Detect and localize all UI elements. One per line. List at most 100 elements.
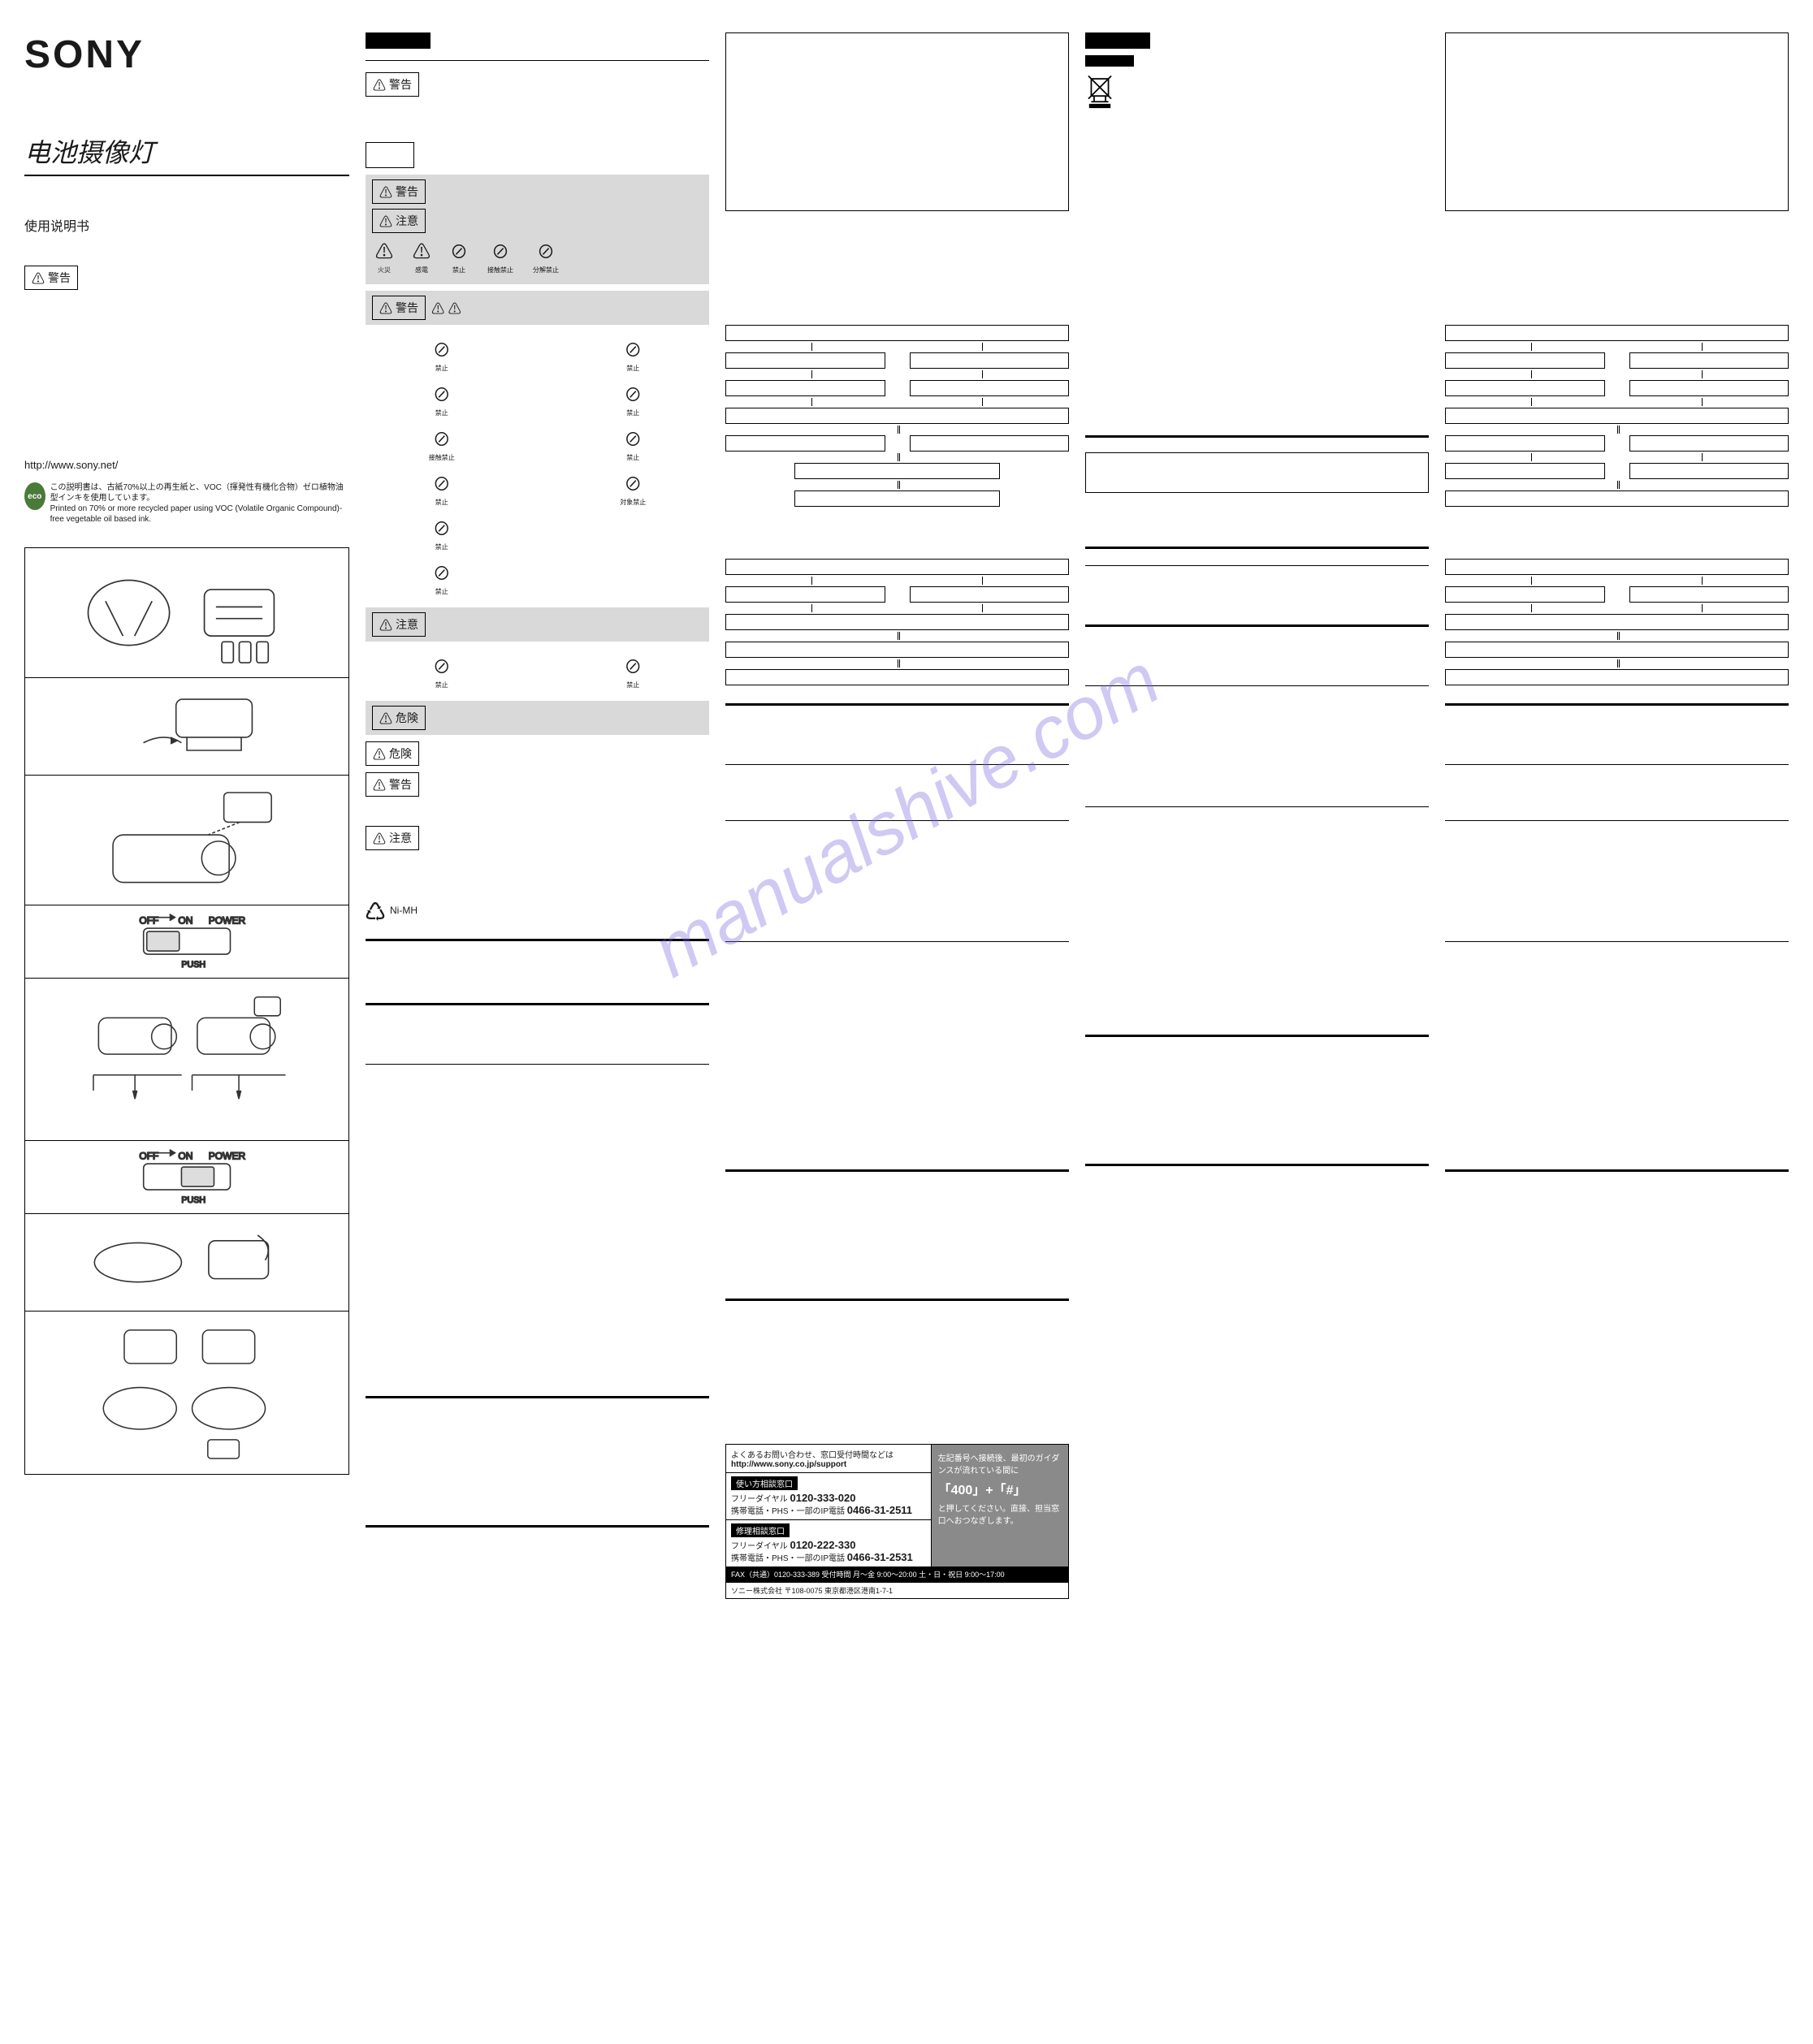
- repair-contact: 修理相談窓口 フリーダイヤル 0120-222-330 携帯電話・PHS・一部の…: [726, 1520, 931, 1566]
- svg-text:PUSH: PUSH: [181, 961, 206, 970]
- eco-text-jp: この説明書は、古紙70%以上の再生紙と、VOC（揮発性有機化合物）ゼロ植物油型イ…: [50, 482, 349, 503]
- divider: [1085, 806, 1429, 807]
- support-guidance: 左記番号へ接続後、最初のガイダンスが流れている間に 「400」+「#」 と押して…: [932, 1445, 1068, 1566]
- support-url: http://www.sony.co.jp/support: [731, 1460, 846, 1469]
- no-touch-icon: ⊘接触禁止: [487, 238, 513, 274]
- divider: [1445, 764, 1789, 765]
- flowchart-3: [1445, 322, 1789, 510]
- prohibit-icon: ⊘禁止: [370, 515, 513, 551]
- col-1: SONY 电池摄像灯 使用说明书 ⚠ 警告 http://www.sony.ne…: [24, 32, 349, 1599]
- gray-panel: ⚠警告 ⚠注意 ⚠火災 ⚠感電 ⊘禁止 ⊘接触禁止 ⊘分解禁止: [366, 175, 709, 284]
- prohibit-icon: ⊘禁止: [450, 238, 468, 274]
- prohibit-icon: ⊘禁止: [370, 381, 513, 417]
- flowchart-1: [725, 322, 1069, 510]
- divider: [366, 1003, 709, 1005]
- flowchart-4: [1445, 555, 1789, 689]
- warning-badge: ⚠ 警告: [24, 266, 78, 290]
- divider: [366, 60, 709, 61]
- svg-text:PUSH: PUSH: [181, 1196, 206, 1206]
- illus-mount-shoe: [25, 678, 348, 776]
- divider: [1085, 547, 1429, 549]
- support-fax: FAX（共通）0120-333-389 受付時間 月〜金 9:00〜20:00 …: [726, 1566, 1068, 1582]
- svg-text:ON: ON: [178, 1151, 193, 1162]
- eco-badge-icon: eco: [24, 482, 45, 510]
- sony-url: http://www.sony.net/: [24, 459, 349, 471]
- prohibit-icon: ⊘禁止: [370, 470, 513, 507]
- support-header: よくあるお問い合わせ、窓口受付時間などは http://www.sony.co.…: [726, 1445, 931, 1473]
- svg-text:POWER: POWER: [209, 915, 246, 927]
- warning-badge: ⚠警告: [366, 772, 419, 797]
- illus-switch-2: OFF ON POWER PUSH: [25, 1141, 348, 1214]
- divider: [725, 703, 1069, 706]
- frame-box: [725, 32, 1069, 211]
- gray-warning-header: ⚠警告 ⚠ ⚠: [366, 291, 709, 325]
- prohibit-icon: ⊘禁止: [562, 426, 705, 462]
- divider: [1085, 1164, 1429, 1166]
- divider: [725, 1299, 1069, 1301]
- fire-icon: ⚠火災: [375, 238, 393, 274]
- manual-page: SONY 电池摄像灯 使用说明书 ⚠ 警告 http://www.sony.ne…: [0, 0, 1813, 1631]
- caution-badge: ⚠注意: [372, 209, 426, 233]
- no-wet-icon: ⊘対象禁止: [562, 470, 705, 507]
- divider: [1445, 703, 1789, 706]
- divider: [725, 941, 1069, 942]
- divider: [366, 1525, 709, 1528]
- prohibit-icon: ⊘禁止: [562, 381, 705, 417]
- warning-triangle-icon: ⚠: [32, 268, 45, 287]
- illustration-grid: OFF ON POWER PUSH: [24, 547, 349, 1475]
- shock-icon: ⚠感電: [413, 238, 431, 274]
- divider: [366, 1064, 709, 1065]
- prohibit-icon: ⊘禁止: [370, 560, 513, 596]
- col-3: よくあるお問い合わせ、窓口受付時間などは http://www.sony.co.…: [725, 32, 1069, 1599]
- divider: [1085, 624, 1429, 627]
- prohibit-icon: ⊘禁止: [370, 653, 513, 689]
- prohibit-icon: ⊘禁止: [370, 336, 513, 373]
- recycle-mark: ♺ Ni-MH: [366, 896, 709, 924]
- flowchart-2: [725, 555, 1069, 689]
- warning-badge: ⚠警告: [366, 72, 419, 97]
- symbol-legend: ⚠火災 ⚠感電 ⊘禁止 ⊘接触禁止 ⊘分解禁止: [372, 233, 703, 279]
- danger-badge: ⚠危険: [366, 741, 419, 766]
- svg-text:OFF: OFF: [139, 1151, 158, 1162]
- col-4: [1085, 32, 1429, 1599]
- frame-box: [1445, 32, 1789, 211]
- no-disassemble-icon: ⊘分解禁止: [533, 238, 559, 274]
- col-5: [1445, 32, 1789, 1599]
- illus-bracket-mount: [25, 979, 348, 1141]
- doc-type: 使用说明书: [24, 215, 349, 235]
- support-address: ソニー株式会社 〒108-0075 東京都港区港南1-7-1: [726, 1582, 1068, 1598]
- section-bar: [1085, 32, 1150, 49]
- recycle-label: Ni-MH: [390, 905, 418, 916]
- divider: [366, 1396, 709, 1398]
- caution-badge: ⚠注意: [366, 826, 419, 850]
- divider: [1085, 1035, 1429, 1037]
- support-panel: よくあるお問い合わせ、窓口受付時間などは http://www.sony.co.…: [725, 1444, 1069, 1599]
- divider: [366, 939, 709, 941]
- warning-label: 警告: [48, 270, 71, 286]
- divider: [1445, 1169, 1789, 1172]
- prohibit-icon: ⊘禁止: [562, 336, 705, 373]
- divider: [1085, 435, 1429, 438]
- col-2: ⚠警告 ⚠警告 ⚠注意 ⚠火災 ⚠感電 ⊘禁止 ⊘接触禁止 ⊘分解禁止 ⚠警告 …: [366, 32, 709, 1599]
- weee-mark: [1085, 73, 1429, 109]
- illus-switch-1: OFF ON POWER PUSH: [25, 905, 348, 979]
- product-title: 电池摄像灯: [24, 132, 349, 176]
- eco-info: eco この説明書は、古紙70%以上の再生紙と、VOC（揮発性有機化合物）ゼロ植…: [24, 482, 349, 525]
- eco-text-en: Printed on 70% or more recycled paper us…: [50, 503, 349, 525]
- prohibit-grid: ⊘禁止 ⊘禁止 ⊘禁止 ⊘禁止 ⊘接触禁止 ⊘禁止 ⊘禁止 ⊘対象禁止 ⊘禁止 …: [366, 331, 709, 601]
- warning-badge: ⚠警告: [372, 179, 426, 204]
- prohibit-icon: ⊘禁止: [562, 653, 705, 689]
- dial-code: 「400」+「#」: [938, 1479, 1062, 1498]
- usage-contact: 使い方相談窓口 フリーダイヤル 0120-333-020 携帯電話・PHS・一部…: [726, 1473, 931, 1520]
- brand-logo: SONY: [24, 32, 349, 77]
- illus-accessories: [25, 1312, 348, 1474]
- divider: [725, 820, 1069, 821]
- illus-diffuser: [25, 1214, 348, 1312]
- small-box: [366, 142, 414, 168]
- caution-grid: ⊘禁止 ⊘禁止: [366, 648, 709, 694]
- divider: [1445, 820, 1789, 821]
- no-touch-icon: ⊘接触禁止: [370, 426, 513, 462]
- divider: [725, 1169, 1069, 1172]
- svg-text:POWER: POWER: [209, 1151, 246, 1162]
- divider: [1085, 565, 1429, 566]
